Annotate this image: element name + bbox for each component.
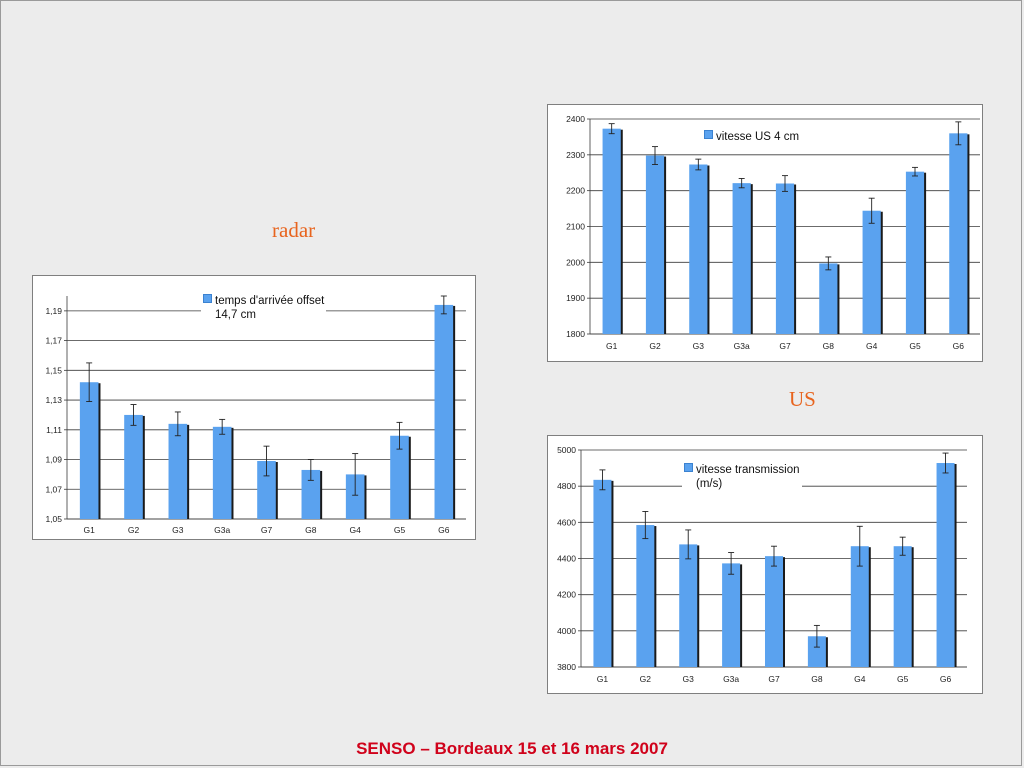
bar bbox=[593, 479, 612, 667]
x-tick-label: G8 bbox=[811, 674, 823, 684]
bar bbox=[905, 171, 925, 334]
x-tick-label: G2 bbox=[640, 674, 652, 684]
bar bbox=[949, 133, 968, 334]
bar bbox=[390, 435, 409, 519]
bar bbox=[850, 546, 869, 667]
legend-swatch bbox=[704, 130, 713, 139]
y-tick-label: 1,11 bbox=[46, 425, 62, 435]
bar bbox=[124, 414, 143, 519]
chart-legend: vitesse transmission (m/s) bbox=[682, 463, 802, 491]
bar bbox=[679, 544, 698, 667]
y-tick-label: 1900 bbox=[566, 293, 585, 303]
bar bbox=[775, 183, 795, 334]
y-tick-label: 4800 bbox=[557, 481, 576, 491]
y-tick-label: 4000 bbox=[557, 626, 576, 636]
x-tick-label: G8 bbox=[823, 341, 835, 351]
radar-chart-svg: 1,05 1,07 1,09 1,11 1,13 1,15 1,17 1,19 G1 G2 G3 G3… bbox=[45, 295, 466, 535]
chart-legend: temps d'arrivée offset 14,7 cm bbox=[201, 294, 327, 322]
y-tick-label: 4400 bbox=[557, 554, 576, 564]
x-tick-label: G4 bbox=[866, 341, 878, 351]
x-tick-label: G1 bbox=[606, 341, 618, 351]
bar bbox=[434, 304, 454, 519]
bar bbox=[168, 423, 188, 519]
y-tick-label: 1,09 bbox=[45, 455, 62, 465]
x-tick-label: G3 bbox=[683, 674, 695, 684]
footer-title: SENSO – Bordeaux 15 et 16 mars 2007 bbox=[356, 739, 668, 758]
bar bbox=[645, 155, 665, 334]
x-tick-label: G2 bbox=[649, 341, 661, 351]
bar bbox=[819, 263, 838, 334]
x-tick-label: G6 bbox=[438, 525, 450, 535]
transmission-velocity-bar-chart: 3800 4000 4200 4400 4600 4800 5000 G1 G2 G3 G3a G7 G… bbox=[547, 435, 983, 694]
legend-label-line2: (m/s) bbox=[696, 478, 723, 490]
x-tick-label: G7 bbox=[779, 341, 791, 351]
x-tick-label: G4 bbox=[854, 674, 866, 684]
y-tick-label: 4200 bbox=[557, 590, 576, 600]
caption-us: US bbox=[789, 387, 816, 411]
y-tick-label: 1,13 bbox=[45, 395, 62, 405]
y-tick-label: 1,07 bbox=[45, 484, 62, 494]
x-tick-label: G3a bbox=[734, 341, 750, 351]
bar bbox=[862, 210, 881, 334]
y-tick-label: 1,17 bbox=[45, 336, 62, 346]
y-tick-label: 1800 bbox=[566, 329, 585, 339]
chart-legend: vitesse US 4 cm bbox=[702, 130, 802, 144]
y-tick-label: 3800 bbox=[557, 662, 576, 672]
y-tick-label: 1,05 bbox=[45, 514, 62, 524]
y-tick-label: 4600 bbox=[557, 517, 576, 527]
caption-radar: radar bbox=[272, 218, 316, 242]
y-tick-label: 2400 bbox=[566, 114, 585, 124]
bar bbox=[764, 556, 784, 667]
transmission-chart-svg: 3800 4000 4200 4400 4600 4800 5000 G1 G2 G3 G3a G7 G… bbox=[557, 445, 967, 684]
bar bbox=[689, 164, 708, 334]
x-tick-label: G3a bbox=[214, 525, 230, 535]
y-tick-label: 2300 bbox=[566, 150, 585, 160]
x-tick-label: G5 bbox=[909, 341, 921, 351]
bar bbox=[345, 474, 365, 519]
y-tick-label: 1,15 bbox=[45, 365, 62, 375]
x-tick-label: G1 bbox=[83, 525, 95, 535]
bar bbox=[212, 426, 232, 519]
y-tick-label: 2100 bbox=[566, 222, 585, 232]
bar bbox=[636, 525, 655, 667]
x-tick-label: G8 bbox=[305, 525, 317, 535]
y-tick-label: 5000 bbox=[557, 445, 576, 455]
bar bbox=[722, 563, 741, 667]
y-tick-label: 1,19 bbox=[45, 306, 62, 316]
legend-label-line1: vitesse US 4 cm bbox=[716, 131, 800, 143]
legend-label-line1: temps d'arrivée offset bbox=[215, 295, 325, 307]
bar bbox=[602, 128, 621, 334]
bar bbox=[936, 463, 955, 667]
x-tick-label: G6 bbox=[953, 341, 965, 351]
x-tick-label: G5 bbox=[897, 674, 909, 684]
legend-label-line1: vitesse transmission bbox=[696, 464, 800, 476]
x-tick-label: G7 bbox=[261, 525, 273, 535]
bar bbox=[893, 546, 912, 667]
radar-bar-chart: 1,05 1,07 1,09 1,11 1,13 1,15 1,17 1,19 G1 G2 G3 G3… bbox=[32, 275, 476, 540]
us-velocity-bar-chart: 1800 1900 2000 2100 2200 2300 2400 G1 G2 G3 G3a G7 G… bbox=[547, 104, 983, 362]
x-tick-label: G4 bbox=[349, 525, 361, 535]
bar bbox=[732, 183, 751, 334]
us-velocity-chart-svg: 1800 1900 2000 2100 2200 2300 2400 G1 G2 G3 G3a G7 G… bbox=[566, 114, 980, 351]
bar bbox=[807, 636, 826, 667]
y-tick-label: 2000 bbox=[566, 257, 585, 267]
x-tick-label: G6 bbox=[940, 674, 952, 684]
legend-swatch bbox=[684, 463, 693, 472]
legend-swatch bbox=[203, 294, 212, 303]
x-tick-label: G3 bbox=[172, 525, 184, 535]
x-tick-label: G2 bbox=[128, 525, 140, 535]
y-tick-label: 2200 bbox=[566, 186, 585, 196]
x-tick-label: G3a bbox=[723, 674, 739, 684]
bar bbox=[301, 469, 321, 519]
x-tick-label: G5 bbox=[394, 525, 406, 535]
bar bbox=[257, 461, 276, 519]
x-tick-label: G1 bbox=[597, 674, 609, 684]
x-tick-label: G3 bbox=[693, 341, 705, 351]
legend-label-line2: 14,7 cm bbox=[215, 309, 256, 321]
bar bbox=[79, 382, 99, 519]
x-tick-label: G7 bbox=[768, 674, 780, 684]
